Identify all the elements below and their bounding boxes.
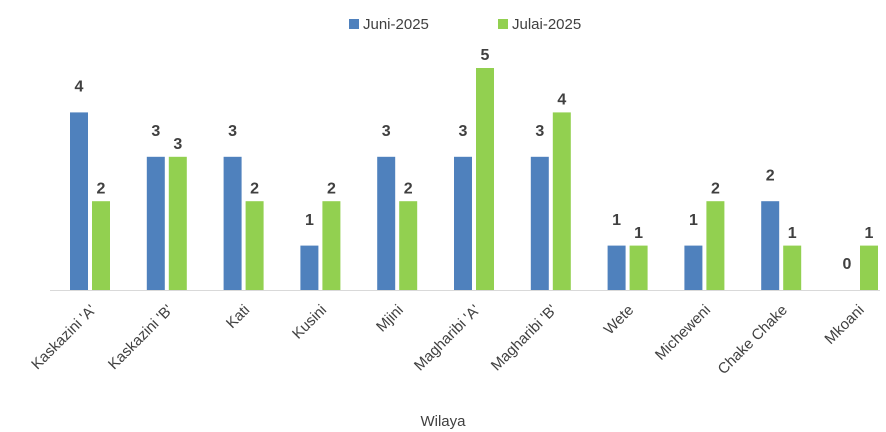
value-label: 1 <box>865 225 874 242</box>
bar <box>454 156 472 290</box>
x-tick-label: Kaskazini 'B' <box>105 302 177 374</box>
value-label: 3 <box>151 123 160 140</box>
bar <box>684 245 703 290</box>
x-tick-label: Chake Chake <box>715 302 791 378</box>
bar <box>860 245 878 290</box>
value-label: 3 <box>228 123 237 140</box>
bar <box>223 156 242 290</box>
value-label: 2 <box>327 180 336 197</box>
bar <box>70 112 88 291</box>
value-label: 3 <box>459 123 468 140</box>
value-label: 3 <box>382 123 391 140</box>
x-tick-label: Mjini <box>373 302 407 336</box>
bar <box>300 245 319 290</box>
value-label: 2 <box>766 167 775 184</box>
x-tick-label: Wete <box>601 302 638 339</box>
bar <box>168 156 187 290</box>
bar <box>399 201 418 290</box>
bar <box>245 201 264 290</box>
value-label: 4 <box>75 79 84 96</box>
bar <box>706 201 725 290</box>
x-tick-label: Kati <box>223 302 253 332</box>
bar <box>552 112 571 291</box>
x-tick-label: Kusini <box>289 302 330 343</box>
bar <box>476 68 494 290</box>
bar <box>322 201 341 290</box>
value-label: 2 <box>250 180 259 197</box>
value-label: 1 <box>788 225 797 242</box>
value-label: 2 <box>404 180 413 197</box>
x-tick-label: Kaskazini 'A' <box>28 302 100 374</box>
value-label: 1 <box>634 225 643 242</box>
bar <box>146 156 165 290</box>
value-label: 4 <box>557 92 566 109</box>
bar <box>92 201 110 290</box>
x-tick-label: Micheweni <box>652 302 714 364</box>
value-label: 1 <box>689 212 698 229</box>
value-label: 0 <box>843 256 852 273</box>
bar <box>377 156 396 290</box>
x-tick-label: Mkoani <box>821 302 867 348</box>
bar <box>783 245 802 290</box>
legend-label: Juni-2025 <box>363 16 429 33</box>
value-label: 1 <box>612 212 621 229</box>
bar <box>629 245 648 290</box>
legend-swatch <box>349 19 359 29</box>
bar <box>761 201 780 290</box>
value-label: 2 <box>97 180 106 197</box>
legend-label: Julai-2025 <box>512 16 581 33</box>
value-label: 3 <box>173 136 182 153</box>
x-axis-title: Wilaya <box>420 413 466 430</box>
legend-swatch <box>498 19 508 29</box>
value-label: 1 <box>305 212 314 229</box>
value-label: 2 <box>711 180 720 197</box>
value-label: 5 <box>481 47 490 64</box>
bar <box>607 245 626 290</box>
value-label: 3 <box>535 123 544 140</box>
bar <box>530 156 549 290</box>
x-tick-label: Magharibi 'B' <box>488 302 561 375</box>
x-tick-label: Magharibi 'A' <box>411 302 484 375</box>
